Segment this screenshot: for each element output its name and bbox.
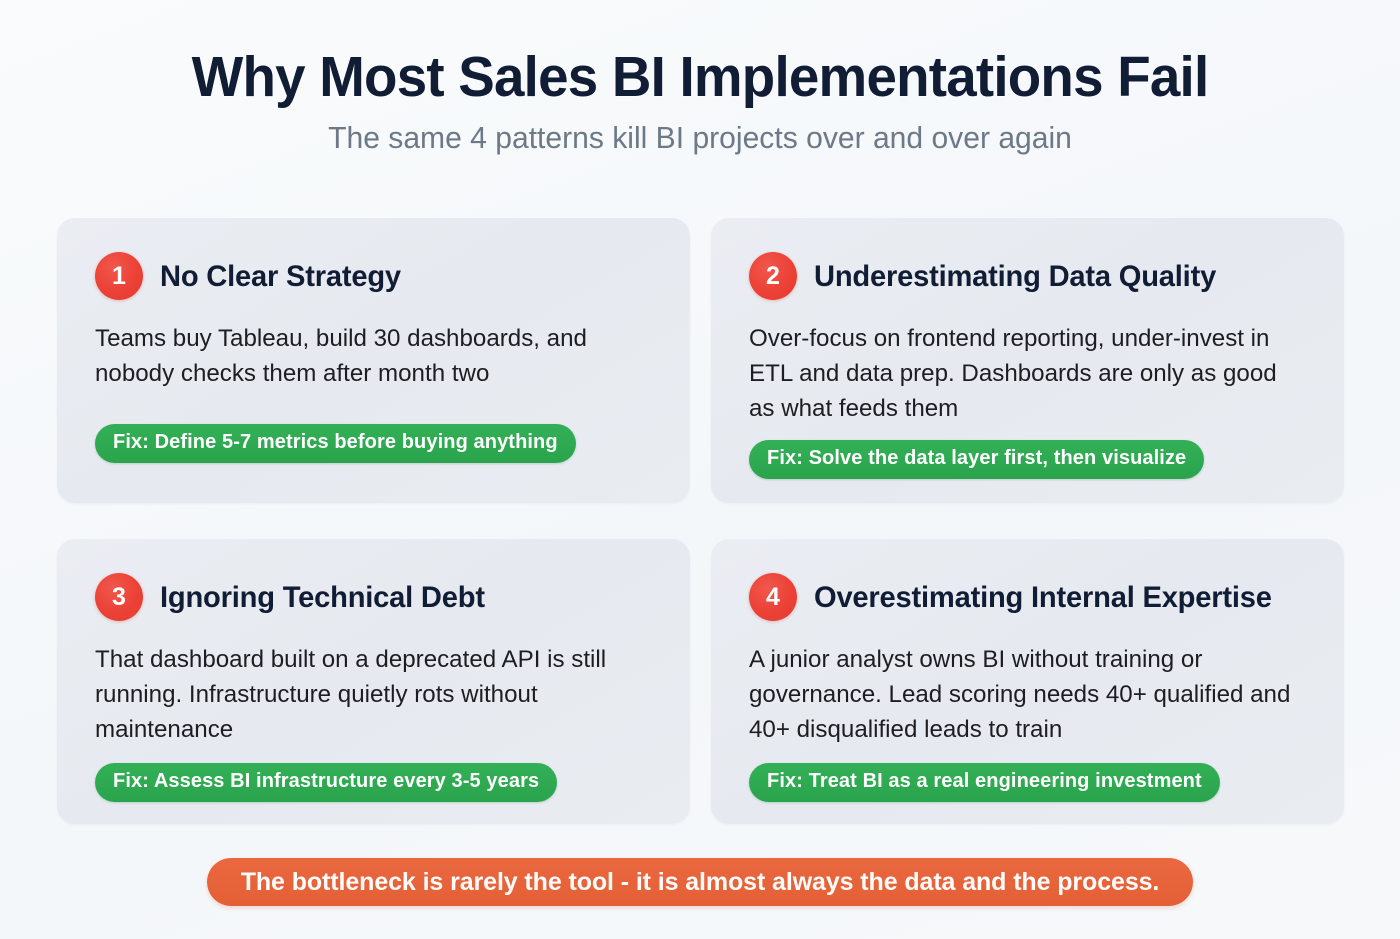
fix-row: Fix: Solve the data layer first, then vi…	[749, 440, 1205, 479]
number-badge-icon: 3	[95, 573, 143, 621]
fix-badge: Fix: Assess BI infrastructure every 3-5 …	[95, 763, 558, 802]
cards-grid: 1 No Clear Strategy Teams buy Tableau, b…	[57, 218, 1344, 824]
fix-row: Fix: Assess BI infrastructure every 3-5 …	[95, 763, 558, 802]
fix-row: Fix: Treat BI as a real engineering inve…	[749, 763, 1220, 802]
card-body-text: That dashboard built on a deprecated API…	[95, 646, 607, 743]
card-header: 1 No Clear Strategy	[95, 252, 652, 300]
bottom-banner: The bottleneck is rarely the tool - it i…	[206, 858, 1194, 906]
card-body-text: A junior analyst owns BI without trainin…	[749, 646, 1291, 743]
fix-badge: Fix: Treat BI as a real engineering inve…	[749, 763, 1220, 802]
fix-row: Fix: Define 5-7 metrics before buying an…	[95, 424, 576, 463]
page-title: Why Most Sales BI Implementations Fail	[191, 45, 1210, 109]
number-badge-icon: 2	[749, 252, 797, 300]
failure-card-2: 2 Underestimating Data Quality Over-focu…	[711, 218, 1344, 503]
card-title: No Clear Strategy	[160, 259, 401, 293]
card-body-text: Over-focus on frontend reporting, under-…	[749, 325, 1277, 422]
page-subtitle: The same 4 patterns kill BI projects ove…	[328, 120, 1072, 156]
card-title: Underestimating Data Quality	[814, 259, 1217, 293]
card-body-text: Teams buy Tableau, build 30 dashboards, …	[95, 325, 587, 387]
card-title: Ignoring Technical Debt	[160, 580, 485, 614]
card-header: 3 Ignoring Technical Debt	[95, 573, 652, 621]
card-header: 2 Underestimating Data Quality	[749, 252, 1306, 300]
failure-card-1: 1 No Clear Strategy Teams buy Tableau, b…	[57, 218, 690, 503]
failure-card-3: 3 Ignoring Technical Debt That dashboard…	[57, 539, 690, 824]
failure-card-4: 4 Overestimating Internal Expertise A ju…	[711, 539, 1344, 824]
number-badge-icon: 1	[95, 252, 143, 300]
header: Why Most Sales BI Implementations Fail T…	[0, 0, 1400, 157]
fix-badge: Fix: Solve the data layer first, then vi…	[749, 440, 1205, 479]
card-header: 4 Overestimating Internal Expertise	[749, 573, 1306, 621]
number-badge-icon: 4	[749, 573, 797, 621]
bottom-banner-wrap: The bottleneck is rarely the tool - it i…	[0, 858, 1400, 906]
card-title: Overestimating Internal Expertise	[814, 580, 1272, 614]
fix-badge: Fix: Define 5-7 metrics before buying an…	[95, 424, 576, 463]
